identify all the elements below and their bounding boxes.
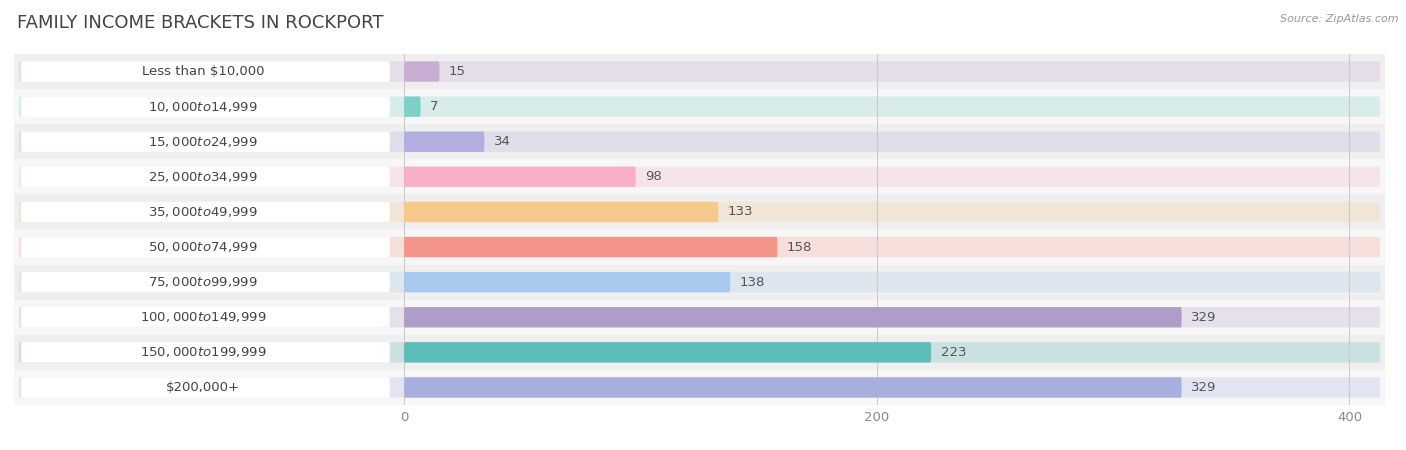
Text: $10,000 to $14,999: $10,000 to $14,999 <box>148 99 257 114</box>
Text: $50,000 to $74,999: $50,000 to $74,999 <box>148 240 257 254</box>
FancyBboxPatch shape <box>404 166 636 187</box>
FancyBboxPatch shape <box>18 61 1381 82</box>
FancyBboxPatch shape <box>404 237 778 257</box>
Text: $200,000+: $200,000+ <box>166 381 240 394</box>
Text: 329: 329 <box>1191 311 1216 324</box>
Text: 158: 158 <box>787 241 813 253</box>
Text: $15,000 to $24,999: $15,000 to $24,999 <box>148 135 257 149</box>
Bar <box>14 370 1385 405</box>
FancyBboxPatch shape <box>18 96 1381 117</box>
FancyBboxPatch shape <box>21 342 389 363</box>
Text: 138: 138 <box>740 276 765 288</box>
FancyBboxPatch shape <box>21 307 389 328</box>
FancyBboxPatch shape <box>18 166 1381 187</box>
Bar <box>14 335 1385 370</box>
Text: 34: 34 <box>494 135 510 148</box>
Text: 98: 98 <box>645 171 662 183</box>
Bar <box>14 194 1385 230</box>
Bar <box>14 159 1385 194</box>
FancyBboxPatch shape <box>404 131 485 152</box>
Bar <box>14 54 1385 89</box>
Bar <box>14 265 1385 300</box>
FancyBboxPatch shape <box>18 342 1381 363</box>
Text: $100,000 to $149,999: $100,000 to $149,999 <box>139 310 266 324</box>
Bar <box>14 124 1385 159</box>
Text: Less than $10,000: Less than $10,000 <box>142 65 264 78</box>
FancyBboxPatch shape <box>404 96 420 117</box>
Text: 329: 329 <box>1191 381 1216 394</box>
FancyBboxPatch shape <box>18 272 1381 292</box>
FancyBboxPatch shape <box>21 377 389 398</box>
FancyBboxPatch shape <box>404 342 931 363</box>
Text: Source: ZipAtlas.com: Source: ZipAtlas.com <box>1281 14 1399 23</box>
Text: $25,000 to $34,999: $25,000 to $34,999 <box>148 170 257 184</box>
FancyBboxPatch shape <box>18 131 1381 152</box>
FancyBboxPatch shape <box>404 307 1181 328</box>
Text: 223: 223 <box>941 346 966 359</box>
Text: 7: 7 <box>430 100 439 113</box>
FancyBboxPatch shape <box>21 272 389 292</box>
Text: 15: 15 <box>449 65 465 78</box>
Text: $75,000 to $99,999: $75,000 to $99,999 <box>148 275 257 289</box>
FancyBboxPatch shape <box>18 237 1381 257</box>
FancyBboxPatch shape <box>21 166 389 187</box>
Bar <box>14 230 1385 265</box>
FancyBboxPatch shape <box>404 272 730 292</box>
FancyBboxPatch shape <box>21 96 389 117</box>
FancyBboxPatch shape <box>21 237 389 257</box>
Text: FAMILY INCOME BRACKETS IN ROCKPORT: FAMILY INCOME BRACKETS IN ROCKPORT <box>17 14 384 32</box>
Text: $35,000 to $49,999: $35,000 to $49,999 <box>148 205 257 219</box>
Bar <box>14 89 1385 124</box>
Text: $150,000 to $199,999: $150,000 to $199,999 <box>139 345 266 360</box>
Bar <box>14 300 1385 335</box>
FancyBboxPatch shape <box>404 377 1181 398</box>
Text: 133: 133 <box>728 206 754 218</box>
FancyBboxPatch shape <box>404 61 440 82</box>
FancyBboxPatch shape <box>18 307 1381 328</box>
FancyBboxPatch shape <box>18 377 1381 398</box>
FancyBboxPatch shape <box>21 131 389 152</box>
FancyBboxPatch shape <box>21 202 389 222</box>
FancyBboxPatch shape <box>404 202 718 222</box>
FancyBboxPatch shape <box>21 61 389 82</box>
FancyBboxPatch shape <box>18 202 1381 222</box>
